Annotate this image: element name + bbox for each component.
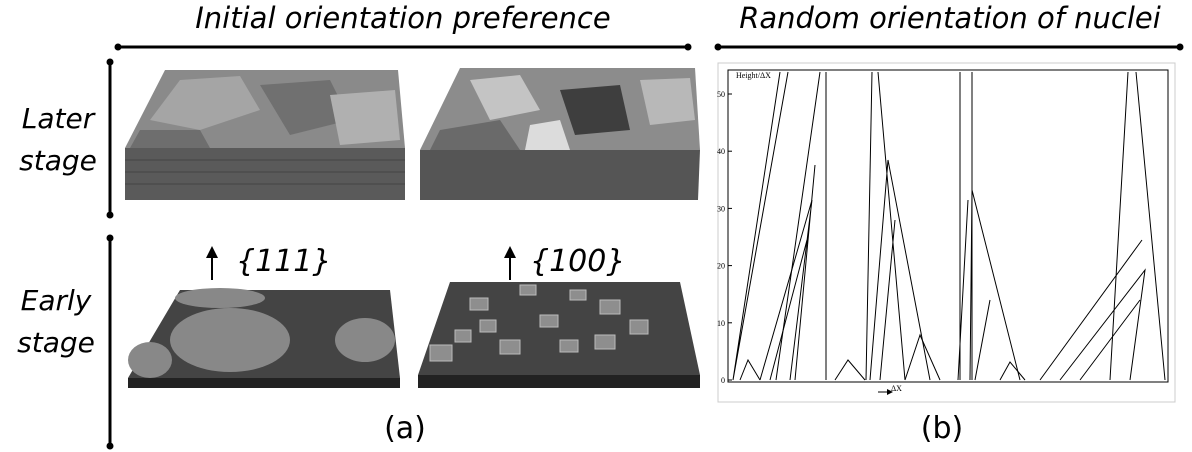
panel-b-title: Random orientation of nuclei: [739, 1, 1161, 35]
rule-dot: [107, 59, 114, 66]
render-early-111: [128, 288, 400, 388]
y-tick-label: 10: [717, 319, 725, 328]
rule-dot: [107, 235, 114, 242]
row-label: stage: [17, 326, 95, 359]
render-early-100: [418, 282, 700, 388]
panel-label: (a): [384, 411, 426, 446]
y-tick-label: 50: [717, 90, 725, 99]
panel-label: (b): [921, 411, 963, 446]
panel-a-title: Initial orientation preference: [195, 1, 610, 35]
row-label: stage: [19, 144, 97, 177]
row-label: Later: [22, 102, 96, 135]
y-tick-label: 20: [717, 262, 725, 271]
panel-frame: [718, 63, 1175, 402]
row-label: Early: [21, 284, 92, 317]
rule-dot: [1177, 44, 1184, 51]
rule-dot: [107, 212, 114, 219]
rule-dot: [685, 44, 692, 51]
rule-dot: [115, 44, 122, 51]
y-tick-label: 40: [717, 147, 725, 156]
y-tick-label: 0: [721, 376, 725, 385]
figure: Initial orientation preference Later sta…: [0, 0, 1192, 452]
dx-label: ΔX: [891, 384, 902, 393]
growth-plot: [728, 70, 1168, 392]
orientation-label: {111}: [236, 244, 331, 279]
render-later-111: [125, 70, 405, 200]
orientation-label: {100}: [530, 244, 625, 279]
render-later-100: [420, 68, 700, 200]
rule-dot: [715, 44, 722, 51]
y-label: Height/ΔX: [736, 71, 771, 80]
rule-dot: [107, 443, 114, 450]
y-tick-label: 30: [717, 204, 725, 213]
